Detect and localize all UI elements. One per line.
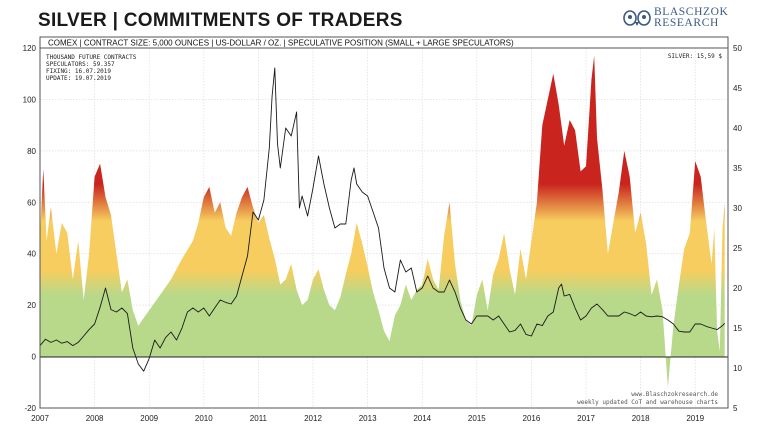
x-tick-label-7: 2014 [413,414,431,423]
right-tick-label-7: 40 [733,124,742,133]
info-line-4: UPDATE: 19.07.2019 [46,75,111,82]
right-tick-label-8: 45 [733,84,742,93]
axis-labels: -20 0 20 40 60 80 100 120 5 10 15 20 25 30 35 40 45 50 200… [23,44,743,423]
right-tick-label-4: 25 [733,244,742,253]
subtitle-bar [39,36,729,49]
owl-logo-icon [623,10,651,26]
right-tick-label-6: 35 [733,164,742,173]
silver-price-line [40,67,726,372]
left-tick-label-4: 60 [27,198,36,207]
info-line-2: SPECULATORS: 59.357 [46,61,115,68]
info-line-1: THOUSAND FUTURE CONTRACTS [46,54,137,61]
left-tick-label-2: 20 [27,301,36,310]
left-tick-label-5: 80 [27,147,36,156]
chart-subtitle: COMEX | CONTRACT SIZE: 5,000 OUNCES | US… [48,39,514,48]
x-tick-label-8: 2015 [468,414,486,423]
x-tick-label-9: 2016 [523,414,541,423]
speculative-position-area [40,55,725,388]
left-tick-label-6: 100 [23,95,37,104]
left-tick-label-1: 0 [32,353,37,362]
price-label: SILVER: 15,59 $ [668,53,723,60]
info-line-3: FIXING: 16.07.2019 [46,68,111,75]
left-tick-label-3: 40 [27,250,36,259]
x-tick-label-3: 2010 [195,414,213,423]
right-tick-label-9: 50 [733,44,742,53]
right-tick-label-1: 10 [733,364,742,373]
brand-logo: BLASCHZOK RESEARCH [622,6,732,32]
left-tick-label-7: 120 [23,44,37,53]
logo-line2: RESEARCH [654,17,719,29]
x-tick-label-0: 2007 [31,414,49,423]
x-tick-label-12: 2019 [686,414,704,423]
x-tick-label-2: 2009 [140,414,158,423]
watermark-line-2: weekly updated CoT and warehouse charts [577,399,718,406]
x-tick-label-1: 2008 [86,414,104,423]
right-tick-label-5: 30 [733,204,742,213]
page-title: SILVER | COMMITMENTS OF TRADERS [38,10,403,31]
x-tick-label-4: 2011 [250,414,268,423]
x-tick-label-5: 2012 [304,414,322,423]
left-tick-label-0: -20 [24,404,36,413]
x-tick-label-10: 2017 [577,414,595,423]
right-tick-label-0: 5 [733,404,738,413]
x-tick-label-6: 2013 [359,414,377,423]
right-tick-label-2: 15 [733,324,742,333]
right-tick-label-3: 20 [733,284,742,293]
logo-line1: BLASCHZOK [654,6,729,18]
x-tick-label-11: 2018 [632,414,650,423]
info-block: THOUSAND FUTURE CONTRACTS SPECULATORS: 5… [46,54,137,82]
watermark-line-1: www.Blaschzokresearch.de [631,391,718,398]
logo-wordmark: BLASCHZOK RESEARCH [654,6,729,29]
